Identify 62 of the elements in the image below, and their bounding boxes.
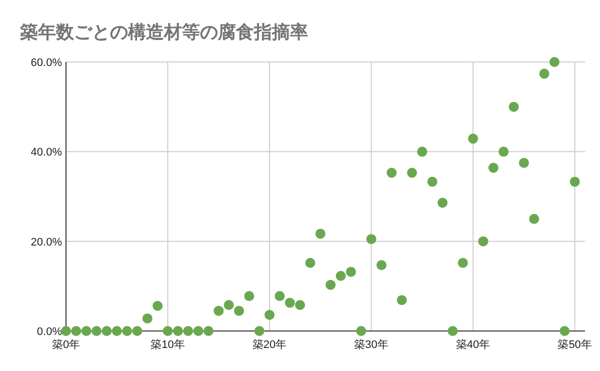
point — [468, 134, 478, 144]
point — [498, 146, 509, 157]
x-tick-label: 築30年 — [354, 339, 388, 351]
point — [152, 300, 163, 311]
point — [448, 326, 458, 336]
chart-title: 築年数ごとの構造材等の腐食指摘率 — [19, 22, 308, 42]
point — [305, 258, 316, 268]
point — [488, 162, 498, 173]
point — [61, 326, 71, 336]
point — [560, 326, 570, 336]
point — [244, 291, 254, 302]
x-tick-label: 築10年 — [150, 339, 185, 351]
point — [326, 280, 336, 290]
point — [224, 300, 234, 310]
point — [336, 270, 346, 281]
point — [162, 326, 173, 336]
point — [132, 326, 142, 336]
point — [549, 57, 560, 67]
point — [458, 258, 468, 268]
point — [346, 266, 356, 277]
point — [478, 236, 488, 246]
point — [122, 326, 132, 336]
point — [274, 291, 285, 302]
point — [264, 310, 275, 320]
point — [386, 168, 397, 178]
x-tick-label: 築50年 — [558, 339, 592, 351]
y-tick-label: 0.0% — [36, 326, 62, 338]
point — [539, 68, 550, 79]
point — [376, 260, 386, 270]
y-tick-label: 40.0% — [30, 146, 62, 159]
point — [102, 326, 112, 336]
point — [315, 228, 326, 239]
point — [407, 168, 417, 178]
y-tick-label: 20.0% — [30, 236, 62, 248]
point — [284, 298, 295, 308]
point — [71, 326, 82, 336]
point — [234, 306, 244, 316]
point — [81, 326, 92, 336]
point — [529, 214, 540, 224]
x-tick-label: 築40年 — [456, 339, 490, 351]
point — [508, 102, 519, 112]
point — [214, 306, 224, 316]
point — [438, 198, 448, 208]
point — [112, 326, 122, 336]
point — [570, 176, 580, 187]
x-tick-label: 築0年 — [52, 339, 80, 351]
point — [203, 326, 214, 336]
point — [172, 326, 183, 336]
point — [427, 176, 438, 187]
point — [396, 295, 407, 306]
point — [417, 146, 428, 157]
point — [295, 300, 306, 310]
point — [193, 326, 204, 336]
y-tick-label: 60.0% — [30, 57, 62, 69]
point — [183, 326, 194, 336]
point — [254, 326, 264, 336]
point — [366, 234, 376, 244]
point — [356, 326, 366, 336]
x-tick-label: 築20年 — [252, 339, 287, 351]
point — [518, 158, 529, 168]
point — [92, 326, 102, 336]
point — [142, 313, 152, 324]
